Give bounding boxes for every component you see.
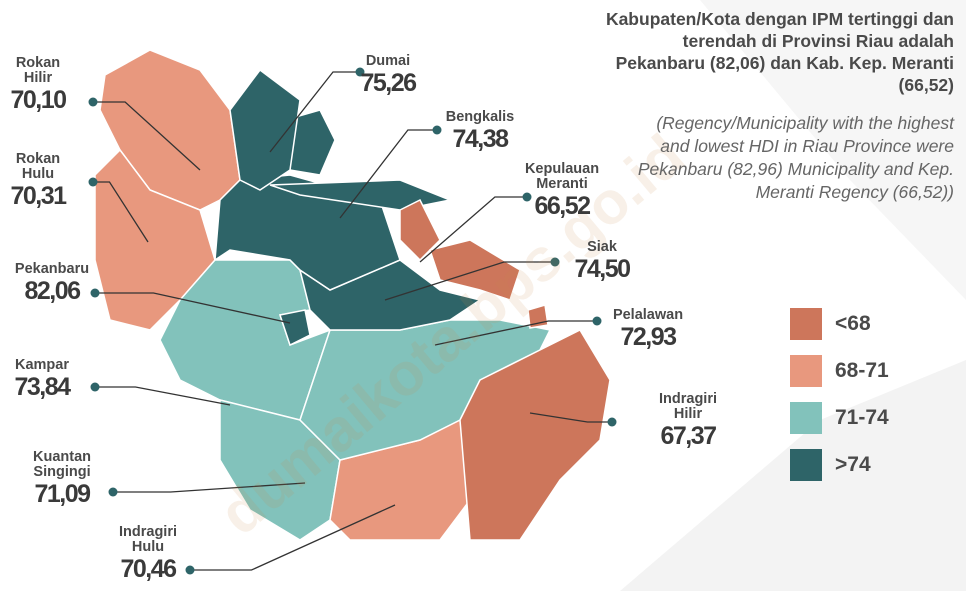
leader-line [529, 412, 612, 423]
legend-label: 68-71 [835, 359, 889, 382]
legend-swatch [790, 449, 822, 481]
region-label: Siak 74,50 [574, 239, 631, 284]
leader-line [190, 504, 396, 571]
region-value: 73,84 [14, 373, 71, 401]
legend-swatch [790, 402, 822, 434]
region-label: Dumai 75,26 [360, 53, 417, 98]
region-label: Pelalawan 72,93 [612, 307, 684, 352]
subtitle: (Regency/Municipality with the highest a… [637, 113, 954, 202]
leader-dot [90, 382, 100, 392]
title: Kabupaten/Kota dengan IPM tertinggi dan … [605, 9, 954, 95]
region-value: 67,37 [660, 422, 717, 450]
region-name: Pekanbaru [14, 261, 90, 277]
region [229, 68, 301, 191]
leader-dot [522, 192, 532, 202]
region-label: Rokan Hilir 70,10 [10, 55, 67, 115]
legend-swatch [790, 308, 822, 340]
region-name: Kepulauan Meranti [524, 161, 600, 192]
region-name: Pelalawan [612, 307, 684, 323]
region-value: 66,52 [534, 192, 591, 220]
leader-dot [108, 487, 118, 497]
leader-line [95, 386, 231, 406]
legend-swatch [790, 355, 822, 387]
region-name: Rokan Hilir [15, 55, 61, 86]
leader-line [434, 320, 597, 346]
region-value: 72,93 [620, 323, 677, 351]
leader-line [95, 292, 291, 324]
region [279, 309, 311, 347]
leader-dot [592, 316, 602, 326]
region-name: Indragiri Hulu [118, 524, 178, 555]
region [459, 329, 611, 541]
region-label: Bengkalis 74,38 [445, 109, 515, 154]
leader-dot [550, 257, 560, 267]
region-value: 70,46 [120, 555, 177, 583]
legend-label: >74 [835, 453, 871, 476]
region-value: 82,06 [24, 277, 81, 305]
leader-dot [88, 177, 98, 187]
region-label: Rokan Hulu 70,31 [10, 151, 67, 211]
legend-label: <68 [835, 312, 871, 335]
region-label: Kampar 73,84 [14, 357, 71, 402]
region-name: Indragiri Hilir [658, 391, 718, 422]
region-value: 70,31 [10, 182, 67, 210]
region [429, 239, 521, 301]
region-label: Kuantan Singingi 71,09 [33, 449, 91, 509]
leader-dot [355, 67, 365, 77]
leader-line [93, 181, 149, 243]
region-label: Kepulauan Meranti 66,52 [524, 161, 600, 221]
leader-line [419, 196, 527, 263]
region-name: Bengkalis [445, 109, 515, 125]
region-name: Kuantan Singingi [33, 449, 91, 480]
region-value: 74,38 [452, 125, 509, 153]
legend-label: 71-74 [835, 406, 889, 429]
background-shape [700, 0, 966, 300]
leader-dot [432, 125, 442, 135]
region-label: Indragiri Hulu 70,46 [118, 524, 178, 584]
leader-line [113, 482, 306, 493]
region-name: Dumai [365, 53, 411, 69]
leader-dot [90, 288, 100, 298]
leader-line [339, 129, 437, 219]
region-name: Kampar [15, 357, 69, 373]
region-name: Siak [587, 239, 617, 255]
region-name: Rokan Hulu [15, 151, 61, 182]
region [269, 179, 453, 211]
leader-dot [607, 417, 617, 427]
region-value: 75,26 [360, 69, 417, 97]
region-label: Pekanbaru 82,06 [14, 261, 90, 306]
region-label: Indragiri Hilir 67,37 [658, 391, 718, 451]
leader-line [269, 71, 360, 153]
region-value: 70,10 [10, 86, 67, 114]
region-value: 71,09 [34, 480, 91, 508]
leader-line [93, 101, 201, 171]
region-value: 74,50 [574, 255, 631, 283]
leader-dot [88, 97, 98, 107]
leader-dot [185, 565, 195, 575]
leader-line [384, 261, 555, 301]
